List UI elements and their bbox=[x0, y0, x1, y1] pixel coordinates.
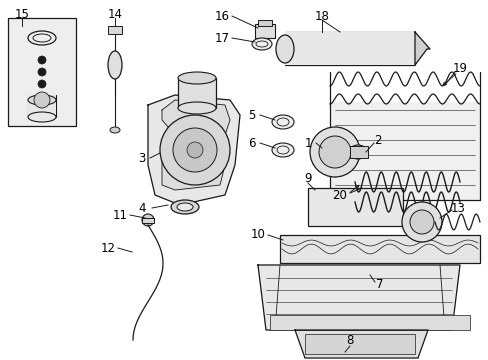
Text: 16: 16 bbox=[214, 9, 229, 23]
Ellipse shape bbox=[171, 200, 199, 214]
Text: 19: 19 bbox=[451, 62, 467, 75]
Bar bbox=[8, 18, 76, 126]
Text: 5: 5 bbox=[248, 108, 255, 122]
Bar bbox=[349, 146, 367, 158]
Bar bbox=[307, 188, 402, 226]
Bar bbox=[142, 218, 154, 223]
Ellipse shape bbox=[108, 51, 122, 79]
Circle shape bbox=[38, 80, 46, 88]
Bar bbox=[329, 102, 479, 200]
Polygon shape bbox=[162, 150, 224, 190]
Bar bbox=[178, 78, 216, 108]
Bar bbox=[269, 315, 469, 330]
Text: 1: 1 bbox=[304, 136, 311, 149]
Ellipse shape bbox=[251, 38, 271, 50]
Ellipse shape bbox=[276, 146, 288, 154]
Bar bbox=[305, 334, 414, 354]
Text: 20: 20 bbox=[332, 189, 347, 202]
Circle shape bbox=[186, 142, 203, 158]
Text: 15: 15 bbox=[15, 8, 29, 21]
Text: 8: 8 bbox=[346, 333, 353, 346]
Polygon shape bbox=[148, 95, 240, 205]
Text: 18: 18 bbox=[314, 9, 329, 23]
Text: 11: 11 bbox=[112, 208, 127, 221]
Circle shape bbox=[173, 128, 217, 172]
Bar bbox=[28, 95, 56, 117]
Text: 17: 17 bbox=[214, 32, 229, 45]
Polygon shape bbox=[162, 100, 229, 135]
Text: 6: 6 bbox=[248, 136, 255, 149]
Text: 12: 12 bbox=[101, 242, 115, 255]
Polygon shape bbox=[294, 330, 427, 358]
Polygon shape bbox=[414, 32, 429, 65]
Polygon shape bbox=[258, 265, 459, 330]
Text: 10: 10 bbox=[250, 229, 265, 242]
Bar bbox=[409, 210, 434, 235]
Ellipse shape bbox=[275, 35, 293, 63]
Ellipse shape bbox=[256, 41, 267, 47]
Text: 3: 3 bbox=[138, 152, 145, 165]
Ellipse shape bbox=[28, 95, 56, 105]
Bar bbox=[258, 20, 271, 26]
Text: 9: 9 bbox=[304, 171, 311, 185]
Circle shape bbox=[309, 127, 359, 177]
Bar bbox=[108, 26, 122, 34]
Ellipse shape bbox=[178, 102, 216, 114]
Circle shape bbox=[318, 136, 350, 168]
Ellipse shape bbox=[177, 203, 193, 211]
Ellipse shape bbox=[28, 112, 56, 122]
Circle shape bbox=[160, 115, 229, 185]
Circle shape bbox=[401, 202, 441, 242]
Bar bbox=[280, 235, 479, 263]
Ellipse shape bbox=[33, 34, 51, 42]
Ellipse shape bbox=[348, 145, 366, 159]
Ellipse shape bbox=[271, 115, 293, 129]
Text: 13: 13 bbox=[449, 202, 465, 215]
Text: 4: 4 bbox=[138, 202, 145, 215]
Circle shape bbox=[409, 210, 433, 234]
Circle shape bbox=[38, 68, 46, 76]
Ellipse shape bbox=[178, 72, 216, 84]
Bar bbox=[285, 32, 414, 65]
Text: 14: 14 bbox=[107, 8, 122, 21]
Circle shape bbox=[34, 92, 50, 108]
Circle shape bbox=[38, 56, 46, 64]
Circle shape bbox=[142, 214, 154, 226]
Text: 7: 7 bbox=[375, 279, 383, 292]
Bar bbox=[254, 24, 274, 38]
Ellipse shape bbox=[276, 118, 288, 126]
Ellipse shape bbox=[110, 127, 120, 133]
Text: 2: 2 bbox=[373, 134, 381, 147]
Ellipse shape bbox=[271, 143, 293, 157]
Ellipse shape bbox=[28, 31, 56, 45]
